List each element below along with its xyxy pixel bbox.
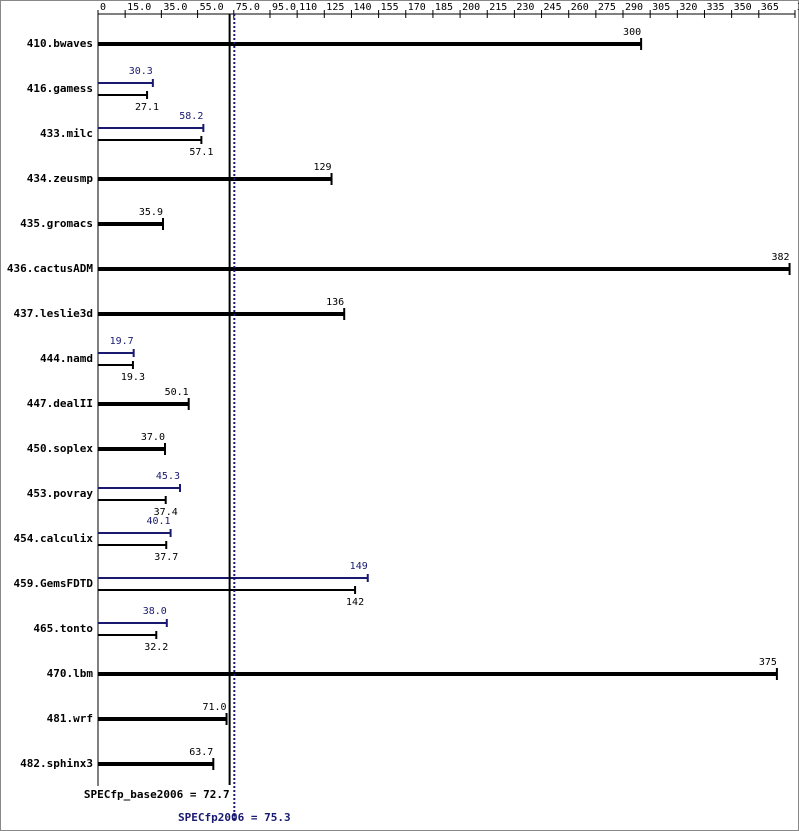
bar (98, 447, 165, 451)
summary-label: SPECfp_base2006 = 72.7 (84, 788, 230, 801)
x-tick-label: 15.0 (127, 2, 151, 13)
value-label: 37.7 (154, 552, 178, 563)
bar (98, 352, 134, 354)
value-label: 38.0 (143, 606, 167, 617)
bar (98, 127, 204, 129)
x-tick-label: 170 (408, 2, 426, 13)
benchmark-label: 435.gromacs (20, 217, 93, 230)
value-label: 375 (759, 657, 777, 668)
bar (98, 499, 166, 501)
summary-label: SPECfp2006 = 75.3 (178, 811, 291, 824)
value-label: 45.3 (156, 471, 180, 482)
x-tick-label: 125 (326, 2, 344, 13)
x-tick-label: 275 (598, 2, 616, 13)
benchmark-label: 447.dealII (27, 397, 93, 410)
value-label: 63.7 (189, 747, 213, 758)
benchmark-label: 459.GemsFDTD (14, 577, 94, 590)
x-tick-label: 335 (706, 2, 724, 13)
value-label: 58.2 (179, 111, 203, 122)
value-label: 37.4 (154, 507, 178, 518)
benchmark-label: 453.povray (27, 487, 94, 500)
x-tick-label: 290 (625, 2, 643, 13)
value-label: 40.1 (147, 516, 171, 527)
x-tick-label: 385 (797, 2, 799, 13)
benchmark-label: 433.milc (40, 127, 93, 140)
bar (98, 177, 332, 181)
value-label: 19.7 (110, 336, 134, 347)
x-tick-label: 320 (679, 2, 697, 13)
bar (98, 634, 157, 636)
bar (98, 139, 202, 141)
bar (98, 267, 790, 271)
value-label: 300 (623, 27, 641, 38)
x-tick-label: 55.0 (200, 2, 224, 13)
value-label: 19.3 (121, 372, 145, 383)
value-label: 32.2 (144, 642, 168, 653)
bar (98, 577, 368, 579)
bar (98, 589, 356, 591)
bar (98, 82, 153, 84)
bar (98, 622, 167, 624)
bar (98, 487, 181, 489)
value-label: 136 (326, 297, 344, 308)
value-label: 129 (313, 162, 331, 173)
benchmark-label: 410.bwaves (27, 37, 93, 50)
bar (98, 544, 167, 546)
benchmark-label: 416.gamess (27, 82, 93, 95)
value-label: 27.1 (135, 102, 159, 113)
bar (98, 672, 777, 676)
value-label: 37.0 (141, 432, 165, 443)
x-tick-label: 200 (462, 2, 480, 13)
value-label: 142 (346, 597, 364, 608)
benchmark-label: 434.zeusmp (27, 172, 94, 185)
value-label: 57.1 (189, 147, 213, 158)
benchmark-label: 465.tonto (33, 622, 93, 635)
value-label: 382 (772, 252, 790, 263)
x-tick-label: 140 (353, 2, 371, 13)
x-tick-label: 0 (100, 2, 106, 13)
bar (98, 222, 163, 226)
bar (98, 717, 227, 721)
benchmark-label: 482.sphinx3 (20, 757, 93, 770)
x-tick-label: 155 (381, 2, 399, 13)
benchmark-label: 454.calculix (14, 532, 94, 545)
bar (98, 762, 214, 766)
x-tick-label: 110 (299, 2, 317, 13)
benchmark-label: 470.lbm (47, 667, 94, 680)
benchmark-label: 450.soplex (27, 442, 94, 455)
benchmark-label: 481.wrf (47, 712, 93, 725)
value-label: 71.0 (202, 702, 226, 713)
x-tick-label: 350 (734, 2, 752, 13)
value-label: 149 (350, 561, 368, 572)
value-label: 50.1 (165, 387, 189, 398)
x-tick-label: 35.0 (163, 2, 187, 13)
bar (98, 312, 345, 316)
benchmark-label: 444.namd (40, 352, 93, 365)
value-label: 35.9 (139, 207, 163, 218)
benchmark-label: 436.cactusADM (7, 262, 93, 275)
x-tick-label: 245 (544, 2, 562, 13)
bar (98, 364, 133, 366)
x-tick-label: 75.0 (236, 2, 260, 13)
bar (98, 402, 189, 406)
x-tick-label: 215 (489, 2, 507, 13)
x-tick-label: 365 (761, 2, 779, 13)
bar (98, 532, 171, 534)
bar (98, 42, 642, 46)
bar (98, 94, 148, 96)
x-tick-label: 185 (435, 2, 453, 13)
benchmark-label: 437.leslie3d (14, 307, 93, 320)
x-tick-label: 305 (652, 2, 670, 13)
x-tick-label: 260 (571, 2, 589, 13)
x-tick-label: 230 (516, 2, 534, 13)
x-tick-label: 95.0 (272, 2, 296, 13)
value-label: 30.3 (129, 66, 153, 77)
